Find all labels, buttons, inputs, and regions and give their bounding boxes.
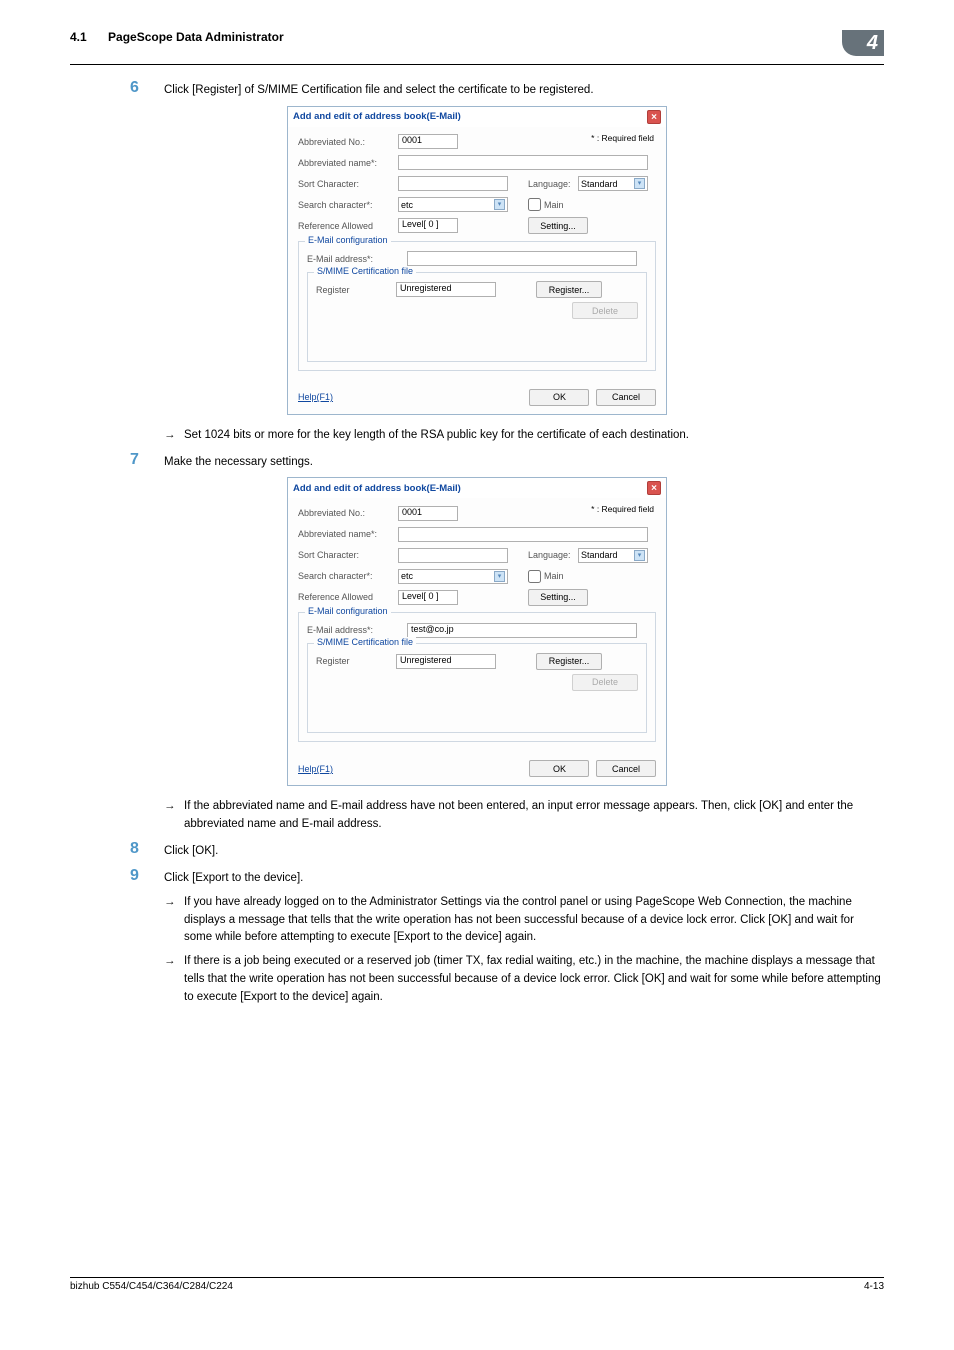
help-link[interactable]: Help(F1) [298,764,333,774]
language-select[interactable]: Standard ▾ [578,548,648,563]
arrow-icon: → [164,798,184,834]
legend-smime: S/MIME Certification file [314,266,416,276]
main-checkbox[interactable] [528,570,541,583]
legend-email-config: E-Mail configuration [305,235,391,245]
step9-bullet1: If you have already logged on to the Adm… [184,894,884,947]
email-config-fieldset: E-Mail configuration E-Mail address*: te… [298,612,656,742]
dialog-1: Add and edit of address book(E-Mail) × *… [287,106,667,415]
close-icon[interactable]: × [647,110,661,124]
label-abbr-no: Abbreviated No.: [298,137,398,147]
search-char-value: etc [401,200,413,210]
header-section: 4.1 PageScope Data Administrator [70,30,284,44]
language-value: Standard [581,179,618,189]
step-text-9: Click [Export to the device]. [164,867,303,888]
section-number: 4.1 [70,30,87,44]
register-button[interactable]: Register... [536,653,602,670]
chevron-down-icon: ▾ [634,550,645,561]
ref-level-field[interactable]: Level[ 0 ] [398,590,458,605]
page-footer: bizhub C554/C454/C364/C284/C224 4-13 [70,1277,884,1292]
arrow-icon: → [164,427,184,445]
register-status: Unregistered [396,282,496,297]
setting-button[interactable]: Setting... [528,217,588,234]
step-number-9: 9 [130,867,164,885]
dialog-2: Add and edit of address book(E-Mail) × *… [287,477,667,786]
header-rule [70,64,884,65]
chevron-down-icon: ▾ [634,178,645,189]
label-register: Register [316,285,396,295]
cancel-button[interactable]: Cancel [596,760,656,777]
register-status: Unregistered [396,654,496,669]
label-abbr-no: Abbreviated No.: [298,508,398,518]
search-char-value: etc [401,571,413,581]
footer-left: bizhub C554/C454/C364/C284/C224 [70,1281,233,1292]
dialog-title: Add and edit of address book(E-Mail) × [288,107,666,127]
email-config-fieldset: E-Mail configuration E-Mail address*: S/… [298,241,656,371]
chapter-badge: 4 [842,30,884,56]
help-link[interactable]: Help(F1) [298,392,333,402]
smime-fieldset: S/MIME Certification file Register Unreg… [307,643,647,733]
label-email-addr: E-Mail address*: [307,625,407,635]
setting-button[interactable]: Setting... [528,589,588,606]
label-search-char: Search character*: [298,571,398,581]
chevron-down-icon: ▾ [494,199,505,210]
step-number-8: 8 [130,840,164,858]
close-icon[interactable]: × [647,481,661,495]
search-char-select[interactable]: etc ▾ [398,569,508,584]
dialog-title-text: Add and edit of address book(E-Mail) [293,483,461,494]
step-text-8: Click [OK]. [164,840,218,861]
language-value: Standard [581,550,618,560]
label-main: Main [544,571,564,581]
label-ref-allowed: Reference Allowed [298,221,398,231]
email-field[interactable]: test@co.jp [407,623,637,638]
delete-button[interactable]: Delete [572,674,638,691]
delete-button[interactable]: Delete [572,302,638,319]
main-checkbox[interactable] [528,198,541,211]
legend-email-config: E-Mail configuration [305,606,391,616]
language-select[interactable]: Standard ▾ [578,176,648,191]
label-main: Main [544,200,564,210]
cancel-button[interactable]: Cancel [596,389,656,406]
step9-bullet2: If there is a job being executed or a re… [184,953,884,1006]
sort-char-field[interactable] [398,176,508,191]
label-language: Language: [528,550,578,560]
ok-button[interactable]: OK [529,389,589,406]
section-title: PageScope Data Administrator [108,30,284,44]
step-text-7: Make the necessary settings. [164,451,313,472]
abbr-name-field[interactable] [398,527,648,542]
step6-bullet: Set 1024 bits or more for the key length… [184,427,689,445]
step7-bullet: If the abbreviated name and E-mail addre… [184,798,884,834]
arrow-icon: → [164,953,184,1006]
step-text-6: Click [Register] of S/MIME Certification… [164,79,594,100]
arrow-icon: → [164,894,184,947]
abbr-no-field[interactable]: 0001 [398,506,458,521]
required-note: * : Required field [591,504,654,514]
smime-fieldset: S/MIME Certification file Register Unreg… [307,272,647,362]
ok-button[interactable]: OK [529,760,589,777]
step-number-6: 6 [130,79,164,97]
dialog-title: Add and edit of address book(E-Mail) × [288,478,666,498]
search-char-select[interactable]: etc ▾ [398,197,508,212]
dialog-title-text: Add and edit of address book(E-Mail) [293,111,461,122]
email-field[interactable] [407,251,637,266]
label-abbr-name: Abbreviated name*: [298,529,398,539]
sort-char-field[interactable] [398,548,508,563]
label-sort-char: Sort Character: [298,179,398,189]
register-button[interactable]: Register... [536,281,602,298]
label-sort-char: Sort Character: [298,550,398,560]
label-abbr-name: Abbreviated name*: [298,158,398,168]
abbr-name-field[interactable] [398,155,648,170]
chevron-down-icon: ▾ [494,571,505,582]
footer-right: 4-13 [864,1281,884,1292]
required-note: * : Required field [591,133,654,143]
abbr-no-field[interactable]: 0001 [398,134,458,149]
label-email-addr: E-Mail address*: [307,254,407,264]
step-number-7: 7 [130,451,164,469]
label-ref-allowed: Reference Allowed [298,592,398,602]
label-register: Register [316,656,396,666]
label-search-char: Search character*: [298,200,398,210]
label-language: Language: [528,179,578,189]
ref-level-field[interactable]: Level[ 0 ] [398,218,458,233]
legend-smime: S/MIME Certification file [314,637,416,647]
